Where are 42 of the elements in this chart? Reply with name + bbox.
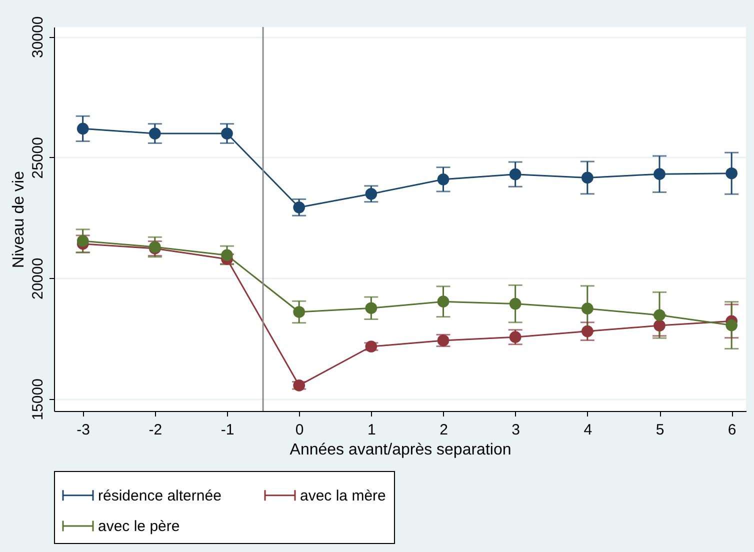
point bbox=[293, 202, 305, 214]
y-tick-label: 15000 bbox=[30, 378, 46, 420]
point bbox=[437, 296, 450, 308]
x-tick-label: 6 bbox=[728, 422, 736, 438]
point bbox=[509, 298, 522, 310]
legend-label: résidence alternée bbox=[98, 487, 222, 504]
x-tick-label: 4 bbox=[584, 422, 592, 438]
point bbox=[509, 331, 522, 343]
point bbox=[221, 128, 233, 140]
x-tick-label: -3 bbox=[76, 422, 90, 438]
point bbox=[509, 168, 522, 180]
x-tick-label: -1 bbox=[220, 422, 234, 438]
point bbox=[293, 306, 305, 318]
legend-label: avec le père bbox=[98, 518, 180, 535]
x-tick-label: 3 bbox=[512, 422, 520, 438]
point bbox=[582, 172, 594, 184]
x-tick-label: -2 bbox=[148, 422, 162, 438]
point bbox=[582, 302, 594, 315]
y-tick-label: 20000 bbox=[30, 258, 46, 300]
x-tick-label: 0 bbox=[295, 422, 304, 438]
point bbox=[149, 128, 161, 140]
point bbox=[654, 168, 666, 180]
point bbox=[365, 188, 378, 200]
point bbox=[76, 122, 89, 135]
point bbox=[726, 167, 738, 180]
y-axis-title: Niveau de vie bbox=[10, 170, 28, 268]
point bbox=[76, 235, 89, 247]
x-tick-label: 2 bbox=[440, 422, 448, 438]
point bbox=[654, 320, 666, 332]
point bbox=[221, 249, 233, 262]
x-axis-title: Années avant/après separation bbox=[290, 442, 512, 458]
point bbox=[293, 379, 305, 392]
x-tick-label: 1 bbox=[367, 422, 376, 438]
point bbox=[582, 325, 594, 338]
y-tick-label: 25000 bbox=[30, 137, 46, 179]
point bbox=[726, 319, 738, 332]
point bbox=[437, 173, 450, 186]
point bbox=[654, 309, 666, 322]
legend-label: avec la mère bbox=[300, 487, 386, 504]
x-tick-label: 5 bbox=[656, 422, 664, 438]
point bbox=[365, 302, 378, 314]
y-tick-label: 30000 bbox=[30, 16, 46, 58]
